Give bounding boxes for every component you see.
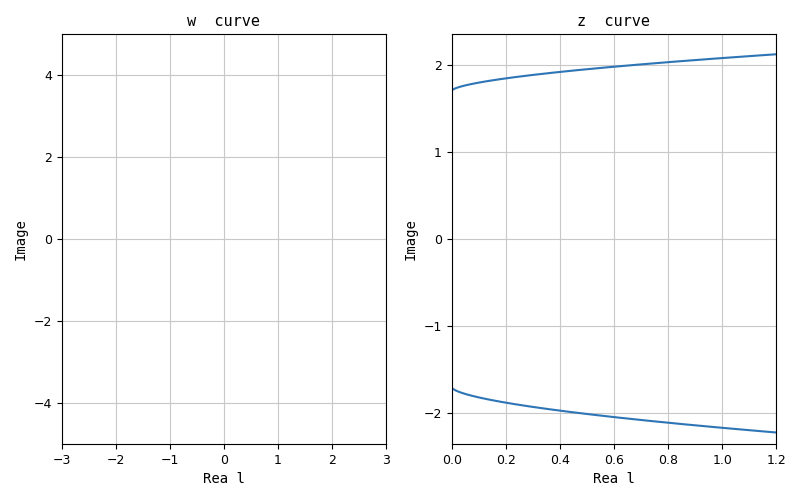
X-axis label: Rea l: Rea l [593, 472, 635, 486]
Y-axis label: Image: Image [14, 218, 28, 260]
Title: w  curve: w curve [187, 14, 260, 29]
Title: z  curve: z curve [578, 14, 650, 29]
Y-axis label: Image: Image [404, 218, 418, 260]
X-axis label: Rea l: Rea l [203, 472, 245, 486]
